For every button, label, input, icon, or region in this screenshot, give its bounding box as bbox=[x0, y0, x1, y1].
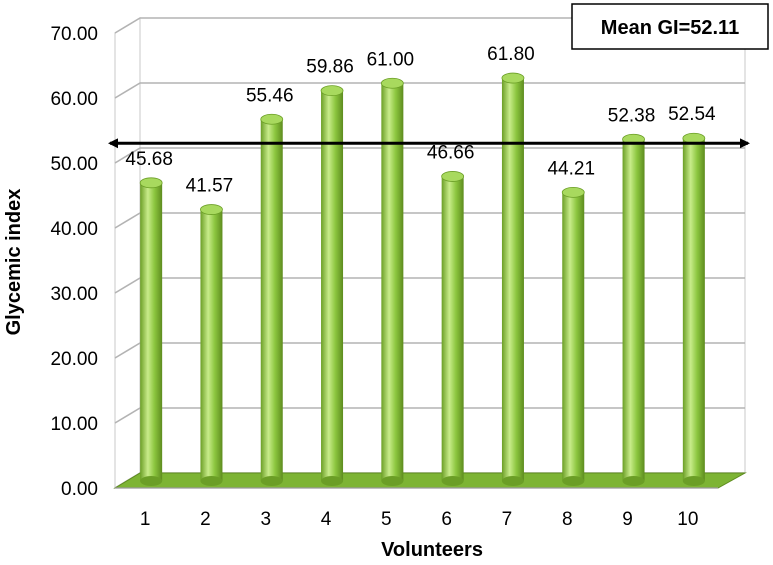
mean-annotation-text: Mean GI=52.11 bbox=[601, 17, 739, 39]
gridline bbox=[114, 277, 745, 294]
y-tick-label: 50.00 bbox=[50, 154, 98, 175]
bars bbox=[139, 72, 706, 486]
x-tick-label: 10 bbox=[677, 509, 698, 530]
data-label: 52.38 bbox=[608, 105, 656, 126]
x-tick-label: 9 bbox=[622, 509, 633, 530]
gridline bbox=[114, 82, 745, 99]
x-tick-label: 3 bbox=[260, 509, 271, 530]
gridline bbox=[114, 212, 745, 229]
bar bbox=[561, 186, 585, 486]
gridline bbox=[114, 342, 745, 359]
bar bbox=[501, 72, 525, 486]
data-label: 41.57 bbox=[186, 176, 234, 197]
x-tick-label: 5 bbox=[381, 509, 392, 530]
data-label: 61.80 bbox=[487, 44, 535, 65]
x-tick-label: 1 bbox=[140, 509, 151, 530]
data-label: 45.68 bbox=[125, 149, 173, 170]
bar bbox=[380, 77, 404, 486]
y-tick-label: 40.00 bbox=[50, 219, 98, 240]
x-tick-label: 7 bbox=[502, 509, 513, 530]
data-label: 61.00 bbox=[367, 49, 415, 70]
bar bbox=[320, 85, 344, 486]
x-tick-label: 8 bbox=[562, 509, 573, 530]
gridline bbox=[114, 407, 745, 424]
bar bbox=[260, 113, 284, 486]
y-axis-ticks: 0.00 10.00 20.00 30.00 40.00 50.00 60.00 70.00 bbox=[50, 24, 98, 500]
bar bbox=[441, 171, 465, 486]
bar bbox=[622, 133, 645, 486]
y-tick-label: 0.00 bbox=[61, 479, 98, 500]
x-tick-label: 2 bbox=[200, 509, 211, 530]
x-tick-label: 4 bbox=[321, 509, 332, 530]
y-tick-label: 70.00 bbox=[50, 24, 98, 45]
y-tick-label: 20.00 bbox=[50, 349, 98, 370]
y-axis-title: Glycemic index bbox=[3, 189, 25, 336]
bar bbox=[682, 132, 706, 486]
data-label: 44.21 bbox=[547, 158, 595, 179]
x-axis-ticks: 1 2 3 4 5 6 7 8 9 10 bbox=[140, 509, 699, 530]
bar bbox=[139, 177, 163, 486]
data-label: 55.46 bbox=[246, 85, 294, 106]
data-label: 52.54 bbox=[668, 104, 716, 125]
x-axis-title: Volunteers bbox=[381, 539, 483, 561]
data-label: 46.66 bbox=[427, 142, 475, 163]
y-tick-label: 60.00 bbox=[50, 89, 98, 110]
y-tick-label: 30.00 bbox=[50, 284, 98, 305]
data-label: 59.86 bbox=[306, 57, 354, 78]
mean-annotation-box: Mean GI=52.11 bbox=[571, 3, 769, 50]
gridline bbox=[114, 17, 745, 34]
data-labels: 45.68 41.57 55.46 59.86 61.00 46.66 61.80 44.21… bbox=[125, 44, 716, 196]
x-tick-label: 6 bbox=[441, 509, 452, 530]
bar bbox=[200, 204, 223, 486]
y-tick-label: 10.00 bbox=[50, 414, 98, 435]
